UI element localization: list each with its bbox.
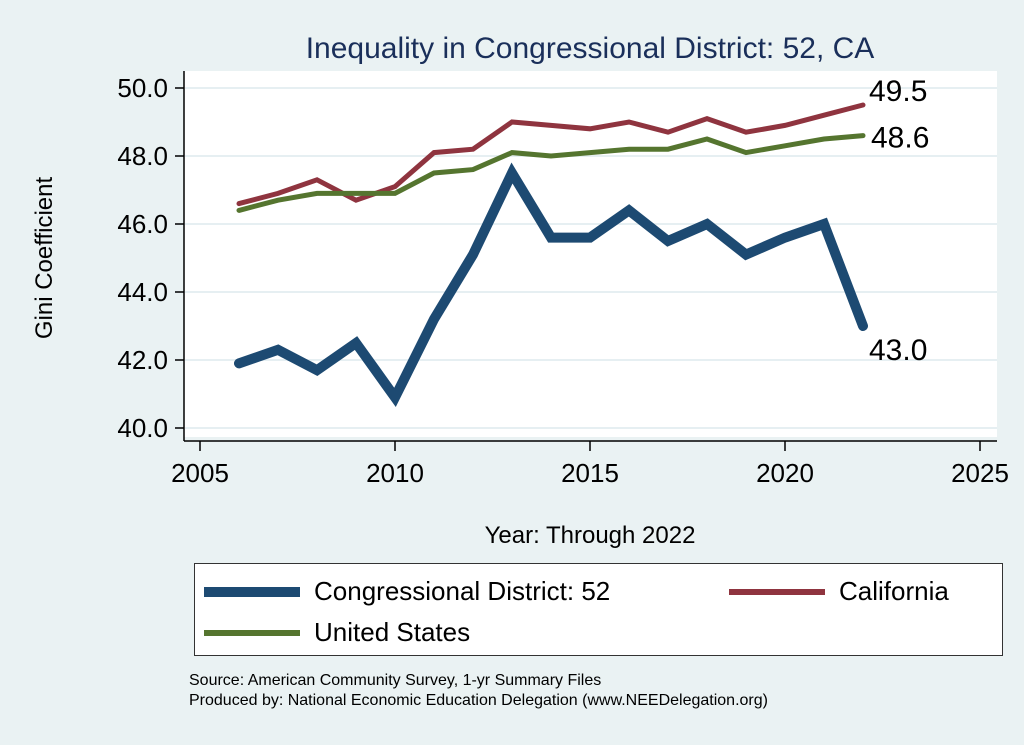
y-tick-label: 40.0 bbox=[117, 413, 168, 443]
y-tick-label: 44.0 bbox=[117, 277, 168, 307]
end-labels: 43.0 49.5 48.6 bbox=[869, 75, 929, 367]
y-tick-label: 42.0 bbox=[117, 345, 168, 375]
gridlines bbox=[185, 87, 997, 429]
plot-area bbox=[184, 71, 997, 437]
legend-item-california: California bbox=[729, 576, 949, 607]
y-axis-label: Gini Coefficient bbox=[31, 177, 58, 340]
legend-label-united-states: United States bbox=[314, 617, 471, 647]
source-note: Source: American Community Survey, 1-yr … bbox=[189, 671, 768, 711]
legend-item-district: Congressional District: 52 bbox=[204, 576, 610, 607]
y-tick-label: 50.0 bbox=[117, 73, 168, 103]
x-axis-label: Year: Through 2022 bbox=[485, 522, 696, 549]
legend-swatch-california bbox=[729, 588, 825, 595]
legend-label-district: Congressional District: 52 bbox=[314, 576, 611, 606]
x-tick-label: 2025 bbox=[951, 458, 1009, 488]
chart-title: Inequality in Congressional District: 52… bbox=[306, 32, 875, 65]
produced-by-text: Produced by: National Economic Education… bbox=[189, 692, 768, 709]
source-text: Source: American Community Survey, 1-yr … bbox=[189, 672, 602, 689]
x-ticks: 2005 2010 2015 2020 2025 bbox=[171, 441, 1009, 488]
end-label: 49.5 bbox=[869, 75, 927, 108]
y-ticks: 40.0 42.0 44.0 46.0 48.0 50.0 bbox=[117, 73, 184, 443]
chart: Inequality in Congressional District: 52… bbox=[31, 32, 1009, 549]
x-tick-label: 2015 bbox=[561, 458, 619, 488]
legend-label-california: California bbox=[839, 576, 949, 606]
legend-swatch-district bbox=[204, 586, 300, 597]
x-tick-label: 2010 bbox=[366, 458, 424, 488]
series-line-congressional-district-52 bbox=[234, 162, 868, 408]
legend: Congressional District: 52 California Un… bbox=[194, 563, 1003, 656]
end-label: 43.0 bbox=[869, 334, 927, 367]
x-tick-label: 2020 bbox=[756, 458, 814, 488]
legend-swatch-united-states bbox=[204, 629, 300, 636]
end-label: 48.6 bbox=[871, 122, 929, 155]
y-tick-label: 48.0 bbox=[117, 141, 168, 171]
series-line-united-states bbox=[236, 133, 866, 213]
y-tick-label: 46.0 bbox=[117, 209, 168, 239]
legend-item-united-states: United States bbox=[204, 617, 470, 648]
x-tick-label: 2005 bbox=[171, 458, 229, 488]
series-lines bbox=[234, 102, 868, 408]
